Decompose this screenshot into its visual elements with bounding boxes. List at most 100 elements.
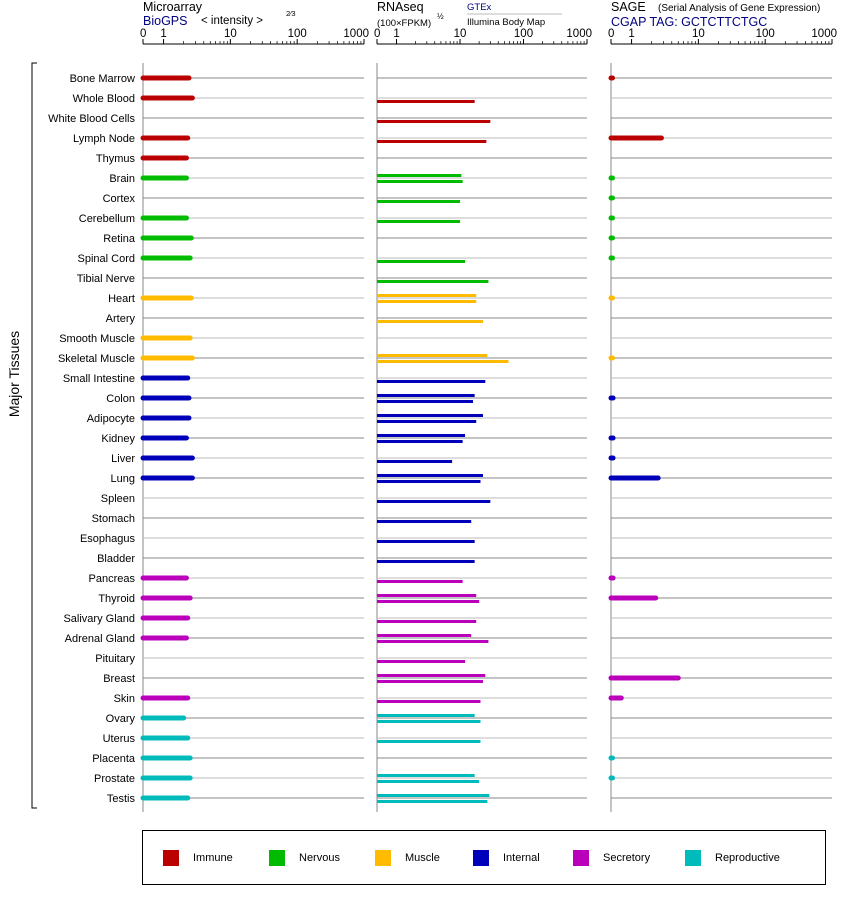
illumina-bar: [377, 600, 480, 603]
gtex-bar: [377, 294, 477, 297]
illumina-bar: [377, 660, 466, 663]
gtex-bar: [377, 794, 490, 797]
gtex-bar: [377, 594, 477, 597]
illumina-bar: [377, 360, 509, 363]
tissue-label: Thymus: [96, 153, 136, 165]
tissue-label: Adrenal Gland: [65, 633, 135, 645]
illumina-bar: [377, 100, 475, 103]
legend-swatch: [473, 850, 489, 866]
illumina-bar: [377, 320, 483, 323]
sage-tick-label: 1: [628, 28, 634, 40]
gtex-bar: [377, 414, 483, 417]
illumina-bar: [377, 560, 475, 563]
gtex-bar: [377, 714, 475, 717]
tissue-labels: Bone Marrow Whole Blood White Blood Cells L…: [48, 73, 136, 805]
legend-item-secretory: Secretory: [573, 850, 650, 866]
illumina-bar: [377, 260, 466, 263]
illumina-bar: [377, 120, 491, 123]
legend-item-nervous: Nervous: [269, 850, 340, 866]
microarray-unit-exponent: 2⁄3: [286, 9, 296, 18]
tissue-label: Colon: [106, 393, 135, 405]
gtex-bar: [377, 174, 462, 177]
legend-label: Secretory: [603, 852, 651, 864]
illumina-bar: [377, 800, 488, 803]
tissue-label: Retina: [103, 233, 136, 245]
y-group-label: Major Tissues: [6, 331, 22, 417]
illumina-bar: [377, 180, 463, 183]
rnaseq-tick-label: 1: [393, 28, 399, 40]
tissue-label: Breast: [103, 673, 135, 685]
illumina-bar: [377, 280, 489, 283]
tissue-label: Adipocyte: [87, 413, 135, 425]
tissue-label: Ovary: [106, 713, 136, 725]
illumina-bar: [377, 780, 480, 783]
rnaseq-title: RNAseq: [377, 0, 424, 14]
legend-item-reproductive: Reproductive: [685, 850, 780, 866]
illumina-bar: [377, 380, 486, 383]
microarray-tick-label: 100: [288, 28, 307, 40]
gtex-bar: [377, 394, 475, 397]
legend-label: Muscle: [405, 852, 440, 864]
legend-swatch: [375, 850, 391, 866]
gtex-bar: [377, 474, 483, 477]
microarray-source: BioGPS: [143, 14, 187, 28]
tissue-label: Skin: [114, 693, 135, 705]
illumina-bar: [377, 200, 461, 203]
rnaseq-source-illumina: Illumina Body Map: [467, 17, 545, 28]
gtex-bar: [377, 634, 472, 637]
group-bracket: [31, 62, 37, 809]
illumina-bar: [377, 740, 481, 743]
rnaseq-tick-label: 100: [514, 28, 533, 40]
tissue-label: Spinal Cord: [78, 253, 135, 265]
rnaseq-unit-exponent: ½: [437, 12, 444, 21]
tissue-label: Testis: [107, 793, 136, 805]
gtex-bar: [377, 354, 488, 357]
data-bars: [140, 75, 681, 803]
legend: Immune Nervous Muscle Internal Secretory Repr…: [142, 830, 826, 885]
tissue-label: Lymph Node: [73, 133, 135, 145]
illumina-bar: [377, 580, 463, 583]
tissue-label: Cortex: [103, 193, 136, 205]
illumina-bar: [377, 460, 453, 463]
tissue-label: Uterus: [103, 733, 136, 745]
legend-label: Reproductive: [715, 852, 780, 864]
row-gridlines: [143, 77, 832, 799]
illumina-bar: [377, 500, 491, 503]
legend-swatch: [685, 850, 701, 866]
illumina-bar: [377, 480, 481, 483]
microarray-tick-label: 0: [140, 28, 146, 40]
tissue-label: Salivary Gland: [63, 613, 135, 625]
illumina-bar: [377, 140, 487, 143]
legend-swatch: [269, 850, 285, 866]
illumina-bar: [377, 720, 481, 723]
legend-item-internal: Internal: [473, 850, 540, 866]
sage-tick-label: 0: [608, 28, 614, 40]
rnaseq-unit: (100×FPKM): [377, 18, 431, 29]
tissue-label: Thyroid: [98, 593, 135, 605]
tissue-label: Pancreas: [89, 573, 136, 585]
tissue-label: Esophagus: [80, 533, 136, 545]
illumina-bar: [377, 520, 472, 523]
legend-swatch: [163, 850, 179, 866]
legend-item-muscle: Muscle: [375, 850, 440, 866]
tissue-label: Spleen: [101, 493, 135, 505]
tissue-label: Smooth Muscle: [59, 333, 135, 345]
axes: 0 1 10 100 1000 0 1 10 100 1000 0 1 10 100 1000: [140, 28, 837, 45]
tissue-label: White Blood Cells: [48, 113, 135, 125]
legend-item-immune: Immune: [163, 850, 233, 866]
illumina-bar: [377, 680, 483, 683]
tissue-label: Bone Marrow: [70, 73, 135, 85]
sage-title: SAGE: [611, 0, 646, 14]
tissue-label: Cerebellum: [79, 213, 135, 225]
legend-swatch: [573, 850, 589, 866]
legend-label: Immune: [193, 852, 233, 864]
illumina-bar: [377, 420, 477, 423]
tissue-label: Placenta: [92, 753, 136, 765]
gtex-bar: [377, 774, 475, 777]
tissue-label: Tibial Nerve: [77, 273, 135, 285]
rnaseq-tick-label: 1000: [566, 28, 592, 40]
sage-subtitle: (Serial Analysis of Gene Expression): [658, 3, 820, 14]
microarray-title: Microarray: [143, 0, 203, 14]
rnaseq-tick-label: 0: [374, 28, 380, 40]
